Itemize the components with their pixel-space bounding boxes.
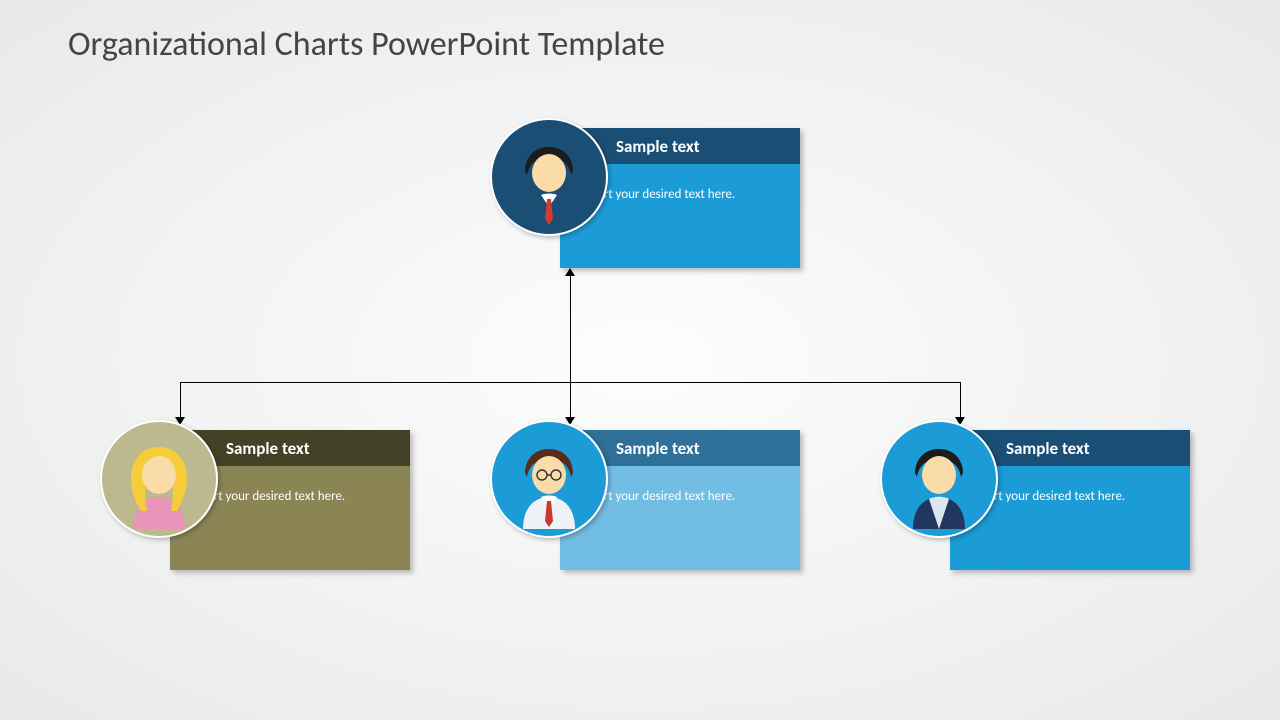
org-node-right: Sample text Insert your desired text her…: [880, 420, 1180, 575]
org-node-top: Sample text Insert your desired text her…: [490, 118, 790, 273]
connector-drop-3: [960, 382, 961, 418]
connector-vline: [570, 275, 571, 382]
org-node-left: Sample text Insert your desired text her…: [100, 420, 400, 575]
avatar-icon: [880, 420, 998, 538]
connector-drop-1: [180, 382, 181, 418]
slide-title: Organizational Charts PowerPoint Templat…: [68, 24, 665, 65]
org-node-middle: Sample text Insert your desired text her…: [490, 420, 790, 575]
avatar-icon: [490, 118, 608, 236]
connector-drop-2: [570, 382, 571, 418]
avatar-icon: [100, 420, 218, 538]
avatar-icon: [490, 420, 608, 538]
